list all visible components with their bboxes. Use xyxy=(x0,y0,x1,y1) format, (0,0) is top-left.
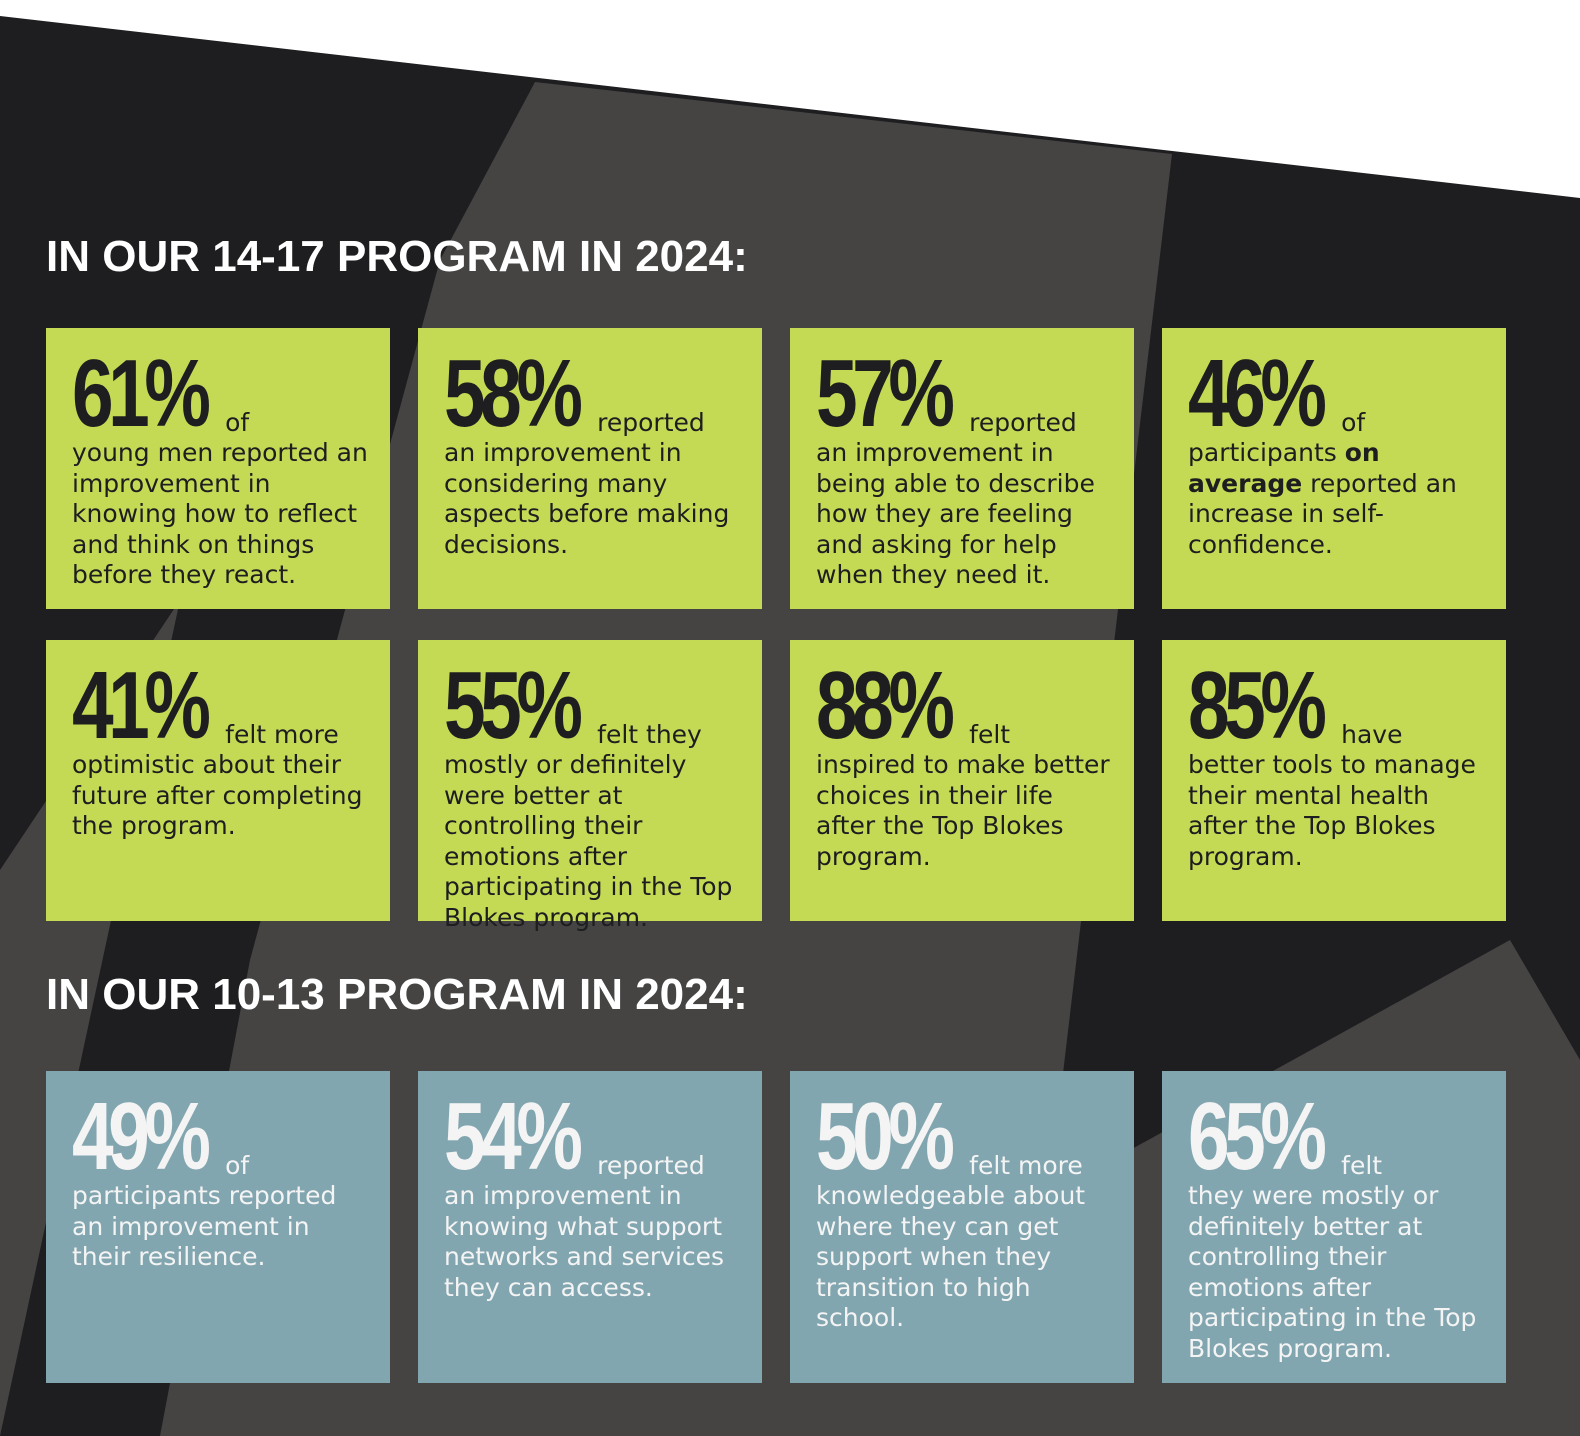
stat-text: better tools to manage their mental heal… xyxy=(1188,750,1476,871)
stat-text: reported an increase in self-confidence. xyxy=(1188,468,1457,559)
stat-value: 46% xyxy=(1188,340,1327,447)
stat-value: 41% xyxy=(72,652,211,759)
stat-text: inspired to make better choices in their… xyxy=(816,750,1110,871)
stat-card: 65% felt they were mostly or definitely be… xyxy=(1162,1071,1506,1383)
top-wedge xyxy=(0,0,1580,198)
stat-text: mostly or definitely were better at cont… xyxy=(444,750,733,932)
stat-card: 57% reported an improvement in being able … xyxy=(790,328,1134,609)
stat-card: 41% felt more optimistic about their futur… xyxy=(46,640,390,921)
stat-value: 50% xyxy=(816,1083,955,1190)
stat-value: 61% xyxy=(72,340,211,447)
stat-lead: felt they xyxy=(597,719,702,749)
stat-lead: have xyxy=(1341,719,1403,749)
stat-lead: felt more xyxy=(969,1150,1083,1180)
stat-text: an improvement in considering many aspec… xyxy=(444,438,730,559)
stat-card: 46% of participants on average reported an… xyxy=(1162,328,1506,609)
stat-text: they were mostly or definitely better at… xyxy=(1188,1181,1477,1363)
stat-lead: of xyxy=(1341,407,1366,437)
stat-card: 58% reported an improvement in considering… xyxy=(418,328,762,609)
stat-text: an improvement in knowing what support n… xyxy=(444,1181,725,1302)
section-heading: IN OUR 14-17 PROGRAM IN 2024: xyxy=(46,232,748,281)
stat-value: 58% xyxy=(444,340,583,447)
stat-text-emphasis: on average xyxy=(1188,438,1380,498)
stat-card: 85% have better tools to manage their ment… xyxy=(1162,640,1506,921)
stat-lead: felt more xyxy=(225,719,339,749)
stat-card: 55% felt they mostly or definitely were be… xyxy=(418,640,762,932)
stat-card: 61% of young men reported an improvement i… xyxy=(46,328,390,609)
stat-text: young men reported an improvement in kno… xyxy=(72,438,368,589)
stat-lead: reported xyxy=(597,1150,705,1180)
stat-card: 54% reported an improvement in knowing wha… xyxy=(418,1071,762,1383)
stat-text: participants xyxy=(1188,438,1337,467)
stat-lead: of xyxy=(225,1150,250,1180)
stat-text: optimistic about their future after comp… xyxy=(72,750,363,840)
stat-text: knowledgeable about where they can get s… xyxy=(816,1181,1086,1332)
stat-card: 49% of participants reported an improvemen… xyxy=(46,1071,390,1383)
stat-card: 50% felt more knowledgeable about where th… xyxy=(790,1071,1134,1383)
stat-card: 88% felt inspired to make better choices i… xyxy=(790,640,1134,921)
stat-value: 54% xyxy=(444,1083,583,1190)
stat-text: an improvement in being able to describe… xyxy=(816,438,1095,589)
stat-value: 55% xyxy=(444,652,583,759)
stat-lead: felt xyxy=(1341,1150,1383,1180)
stat-value: 49% xyxy=(72,1083,211,1190)
section-heading: IN OUR 10-13 PROGRAM IN 2024: xyxy=(46,970,748,1019)
stat-lead: of xyxy=(225,407,250,437)
stat-value: 65% xyxy=(1188,1083,1327,1190)
stat-value: 88% xyxy=(816,652,955,759)
stat-value: 57% xyxy=(816,340,955,447)
stat-lead: felt xyxy=(969,719,1011,749)
stat-lead: reported xyxy=(597,407,705,437)
stat-text: participants reported an improvement in … xyxy=(72,1181,337,1271)
stat-lead: reported xyxy=(969,407,1077,437)
stat-value: 85% xyxy=(1188,652,1327,759)
